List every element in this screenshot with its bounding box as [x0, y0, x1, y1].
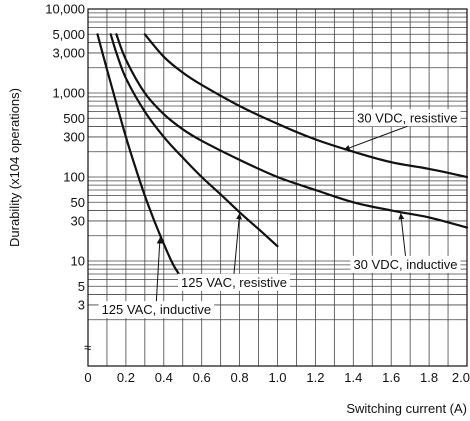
y-tick-label: 50 [71, 195, 85, 210]
y-tick-label: 3 [78, 297, 85, 312]
annotation-label: 125 VAC, resistive [181, 275, 287, 290]
x-tick-label: 0.6 [193, 370, 211, 385]
series-curve-30-vdc-inductive [115, 33, 469, 229]
annotation-label: 30 VDC, resistive [357, 110, 457, 125]
annotation-1: 30 VDC, inductive [350, 213, 461, 273]
annotation-label-background [350, 255, 461, 273]
annotation-label: 125 VAC, inductive [102, 302, 212, 317]
y-tick-label: 10 [71, 254, 85, 269]
x-tick-label: 0.8 [231, 370, 249, 385]
series-curve-125-vac-resistive [109, 33, 279, 248]
x-tick-label: 1.4 [344, 370, 362, 385]
series-annotations: 30 VDC, resistive 30 VDC, inductive 125 VA… [98, 109, 461, 319]
x-tick-label: 1.6 [382, 370, 400, 385]
x-tick-label: 2.0 [452, 370, 470, 385]
series-curve-125-vac-inductive [96, 33, 184, 281]
annotation-leader-arrow [398, 213, 406, 256]
series-curves [96, 33, 469, 281]
y-tick-label: 500 [63, 111, 85, 126]
annotation-label-background [354, 109, 461, 127]
annotation-leader-arrow [343, 125, 408, 151]
y-tick-label: 3,000 [52, 45, 85, 60]
x-axis-title: Switching current (A) [346, 401, 467, 416]
annotation-0: 30 VDC, resistive [343, 109, 461, 151]
annotation-3: 125 VAC, inductive [98, 237, 215, 319]
annotation-label: 30 VDC, inductive [353, 257, 457, 272]
x-tick-label: 1.0 [268, 370, 286, 385]
x-tick-label: 0 [84, 370, 91, 385]
annotation-2: 125 VAC, resistive [178, 213, 290, 291]
annotation-label-background [178, 273, 290, 291]
y-tick-label: 10,000 [45, 2, 85, 17]
annotation-label-background [98, 301, 215, 319]
annotation-leader-arrow [233, 213, 243, 274]
annotation-leader-arrow [155, 237, 163, 302]
x-tick-label: 1.8 [420, 370, 438, 385]
x-tick-label: 1.2 [306, 370, 324, 385]
y-tick-label: 100 [63, 170, 85, 185]
y-axis-break-symbol: ≈ [84, 340, 91, 355]
y-axis-title: Durability (x104 operations) [7, 88, 22, 247]
plot-frame [87, 8, 468, 367]
x-tick-label: 0.4 [155, 370, 173, 385]
y-tick-label: 30 [71, 213, 85, 228]
y-tick-label: 5 [78, 279, 85, 294]
y-tick-label: 1,000 [52, 86, 85, 101]
x-tick-label: 0.2 [117, 370, 135, 385]
y-tick-label: 300 [63, 129, 85, 144]
y-tick-label: 5,000 [52, 27, 85, 42]
tick-labels: 3 5 10 30 50 100 300 500 1,000 3,000 5,000 10,000 0 0… [45, 2, 470, 386]
series-curve-30-vdc-resistive [143, 33, 469, 179]
